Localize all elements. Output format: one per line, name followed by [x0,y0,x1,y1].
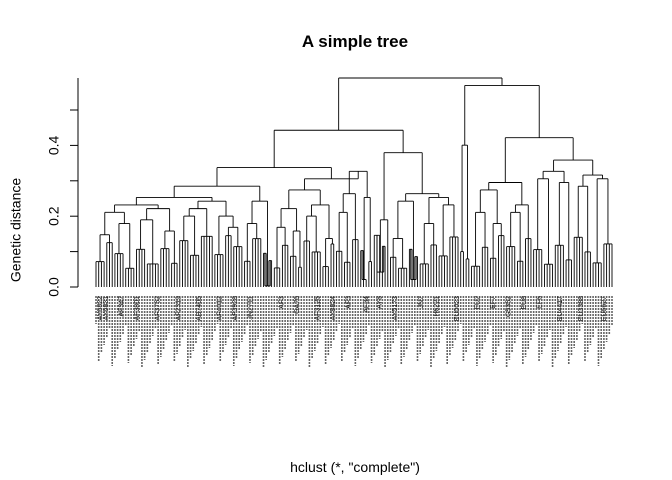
y-tick-label: 0.4 [46,135,62,155]
leaf-label: AF3928 [232,296,239,321]
leaf-label: EU3388 [578,296,585,321]
leaf-label: EF6 [537,296,544,309]
x-axis-label: hclust (*, "complete") [290,459,420,475]
dendrogram-branches [95,77,613,287]
leaf-label: JN7 [418,296,425,309]
leaf-label: AF3 [346,296,353,309]
leaf-label: EU8 [521,296,528,310]
y-axis-label: Genetic distance [8,178,24,282]
y-tick-label: 0.2 [46,206,62,226]
leaf-label: JN2711 [248,296,255,320]
leaf-label: AF3801 [134,296,141,321]
leaf-label: AF347 [119,296,126,317]
plot-title: A simple tree [302,32,408,51]
leaf-label: AY6822 [97,296,104,320]
leaf-label: AF34 [364,296,371,313]
leaf-label-group: AY6822AY6831AF347AF3801AF3752AF2319AB740… [95,296,613,368]
y-axis: 0.0 0.2 0.4 [46,78,79,297]
leaf-label: AB7405 [196,296,203,321]
y-tick-label: 0.0 [46,277,62,297]
leaf-label: GA76 [294,296,301,314]
leaf-label: EU2 [475,296,482,310]
leaf-label: AF2319 [175,296,182,321]
